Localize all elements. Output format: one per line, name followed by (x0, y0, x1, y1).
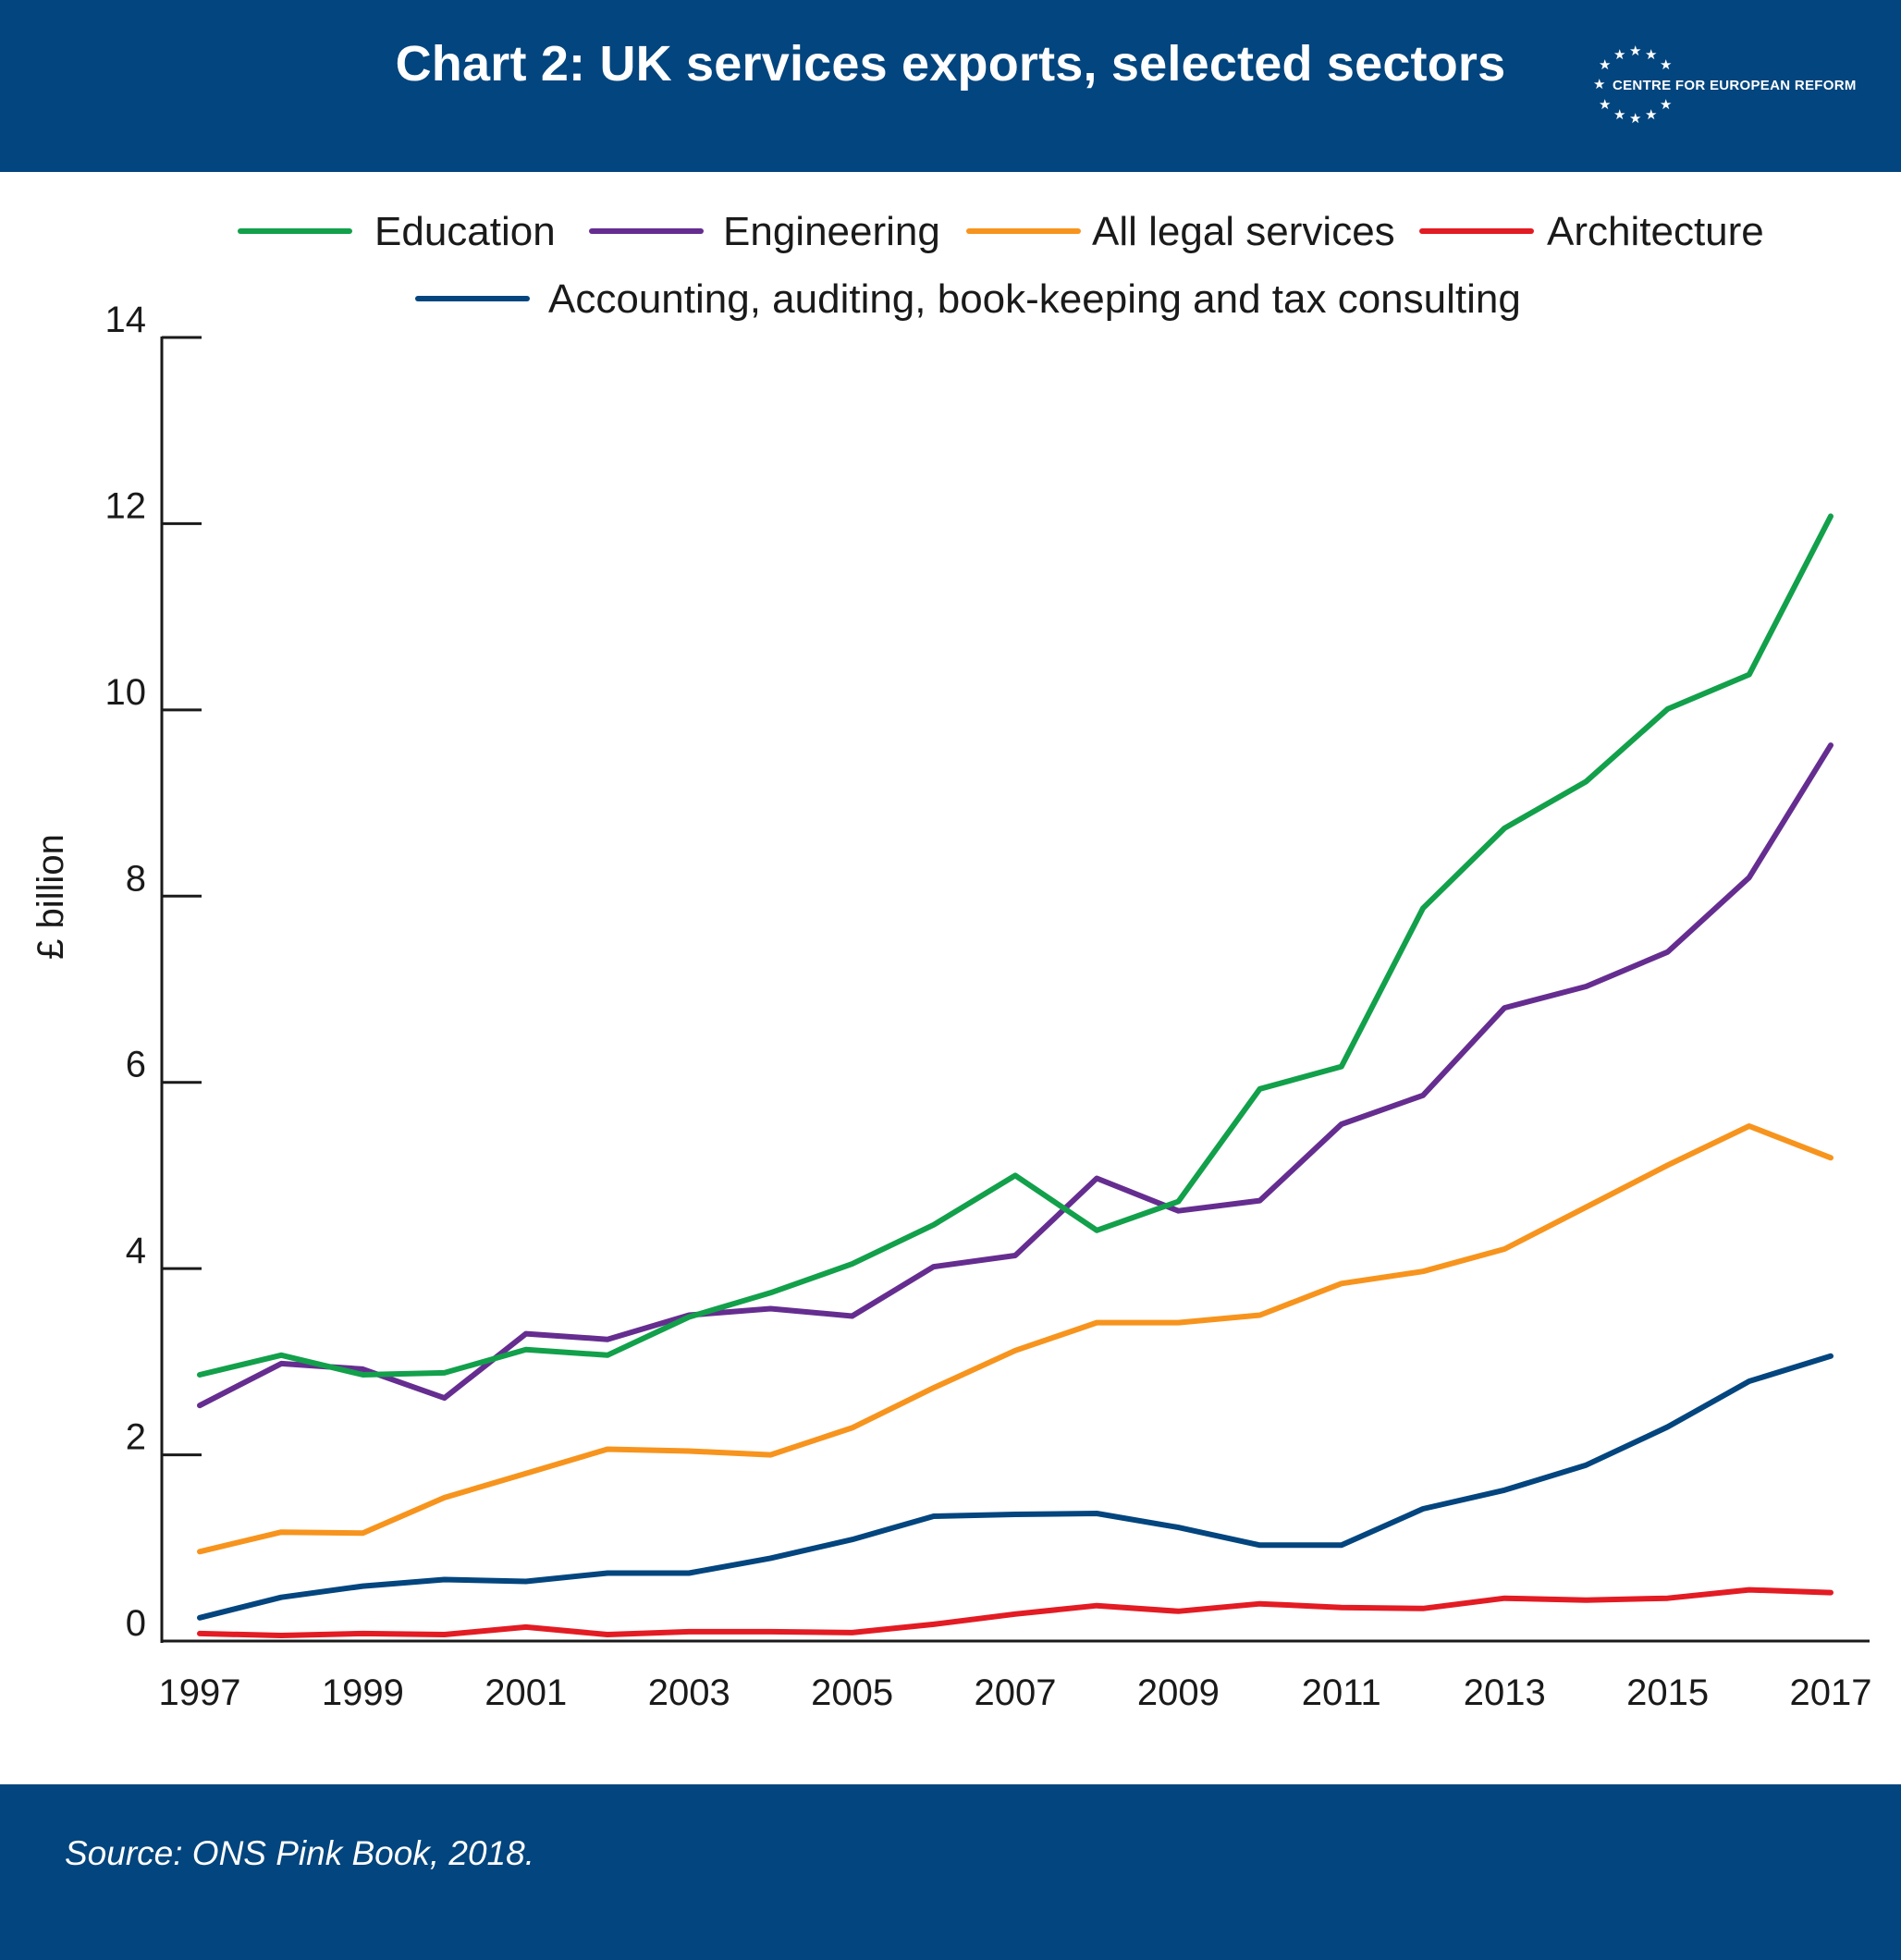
y-tick-label: 8 (126, 858, 146, 899)
chart-area: Education Engineering All legal services Ar… (31, 209, 1872, 1713)
legend-item-accounting-auditing-book-keeping-and-tax-consulting: Accounting, auditing, book-keeping and t… (415, 276, 1521, 322)
y-tick-label: 2 (126, 1417, 146, 1458)
x-tick-label: 2015 (1626, 1672, 1709, 1713)
y-tick-label: 6 (126, 1045, 146, 1085)
legend-item-architecture: Architecture (1419, 209, 1764, 254)
y-tick-label: 4 (126, 1231, 146, 1271)
legend-label: Architecture (1547, 209, 1764, 254)
x-tick-label: 2001 (484, 1672, 567, 1713)
series-line-architecture (197, 1586, 1834, 1638)
series-line-all-legal-services (197, 1123, 1834, 1555)
x-tick-label: 1999 (322, 1672, 404, 1713)
cer-logo: ★★ ★ ★★ ★ ★★ ★ ★★ (1593, 44, 1672, 127)
svg-text:★: ★ (1645, 46, 1657, 63)
svg-text:★: ★ (1660, 96, 1672, 113)
series-line-accounting-auditing-book-keeping-and-tax-consulting (197, 1353, 1834, 1621)
svg-text:★: ★ (1599, 56, 1611, 73)
y-tick-label: 10 (105, 672, 147, 713)
svg-text:★: ★ (1613, 46, 1625, 63)
x-tick-label: 2017 (1790, 1672, 1872, 1713)
svg-text:★: ★ (1660, 56, 1672, 73)
legend-label: Accounting, auditing, book-keeping and t… (548, 276, 1521, 322)
series-line-education (197, 513, 1834, 1378)
logo-text: CENTRE FOR EUROPEAN REFORM (1613, 78, 1857, 93)
star-ring-icon: ★★ ★ ★★ ★ ★★ ★ ★★ (1593, 44, 1672, 127)
y-tick-label: 14 (105, 300, 147, 340)
y-axis-title: £ billion (31, 834, 71, 960)
series-line-engineering (197, 742, 1834, 1409)
legend: Education Engineering All legal services Ar… (238, 209, 1764, 322)
x-tick-label: 2009 (1137, 1672, 1220, 1713)
x-tick-label: 1997 (159, 1672, 241, 1713)
source-note: Source: ONS Pink Book, 2018. (65, 1834, 534, 1872)
svg-text:★: ★ (1613, 106, 1625, 123)
legend-label: Education (374, 209, 556, 254)
series-group (197, 513, 1834, 1638)
svg-text:★: ★ (1645, 106, 1657, 123)
legend-item-education: Education (238, 209, 556, 254)
legend-item-all-legal-services: All legal services (966, 209, 1395, 254)
legend-label: All legal services (1092, 209, 1395, 254)
svg-text:★: ★ (1629, 44, 1641, 59)
footer-bar (0, 1784, 1901, 1960)
svg-text:★: ★ (1599, 96, 1611, 113)
x-tick-label: 2011 (1302, 1672, 1381, 1713)
legend-label: Engineering (723, 209, 940, 254)
x-tick-label: 2003 (648, 1672, 730, 1713)
y-tick-label: 12 (105, 485, 147, 526)
svg-text:★: ★ (1629, 110, 1641, 127)
axes: 0 2 4 6 8 10 12 14 1997 1999 2001 2003 2005 2007 2009 2… (105, 300, 1872, 1713)
x-tick-label: 2013 (1464, 1672, 1546, 1713)
y-tick-label: 0 (126, 1603, 146, 1644)
header-bar (0, 0, 1901, 172)
legend-item-engineering: Engineering (589, 209, 940, 254)
chart-title: Chart 2: UK services exports, selected s… (395, 36, 1506, 92)
svg-text:★: ★ (1593, 76, 1605, 92)
x-tick-label: 2007 (975, 1672, 1057, 1713)
x-tick-label: 2005 (811, 1672, 893, 1713)
